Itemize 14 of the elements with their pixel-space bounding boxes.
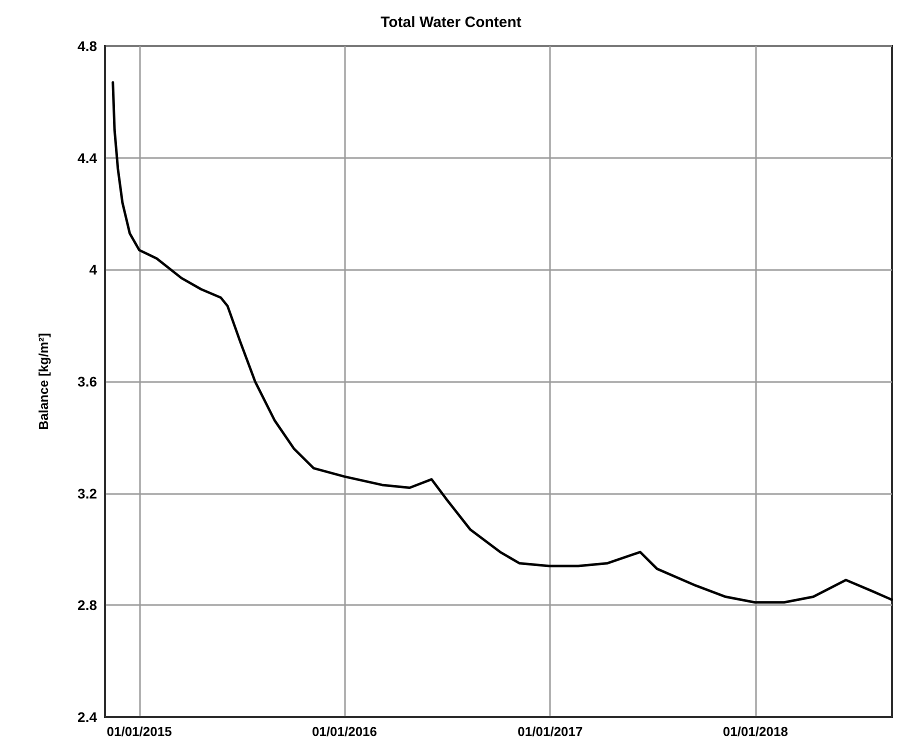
y-tick-label: 4.8 — [78, 38, 98, 54]
x-tick-label: 01/01/2017 — [518, 724, 583, 739]
y-tick-label: 4.4 — [78, 150, 98, 166]
y-tick-label: 4 — [89, 262, 98, 278]
y-tick-label: 3.2 — [78, 485, 98, 502]
y-tick-label: 2.8 — [78, 597, 98, 614]
x-tick-label: 01/01/2015 — [106, 724, 172, 739]
chart-title: Total Water Content — [380, 14, 522, 31]
y-tick-label: 2.4 — [78, 709, 98, 725]
line-series — [112, 81, 893, 604]
y-tick-label: 3.6 — [78, 374, 98, 390]
y-axis-title: Balance [kg/m²] — [36, 333, 51, 430]
x-tick-label: 01/01/2018 — [722, 724, 788, 739]
x-tick-label: 01/01/2016 — [312, 724, 378, 739]
